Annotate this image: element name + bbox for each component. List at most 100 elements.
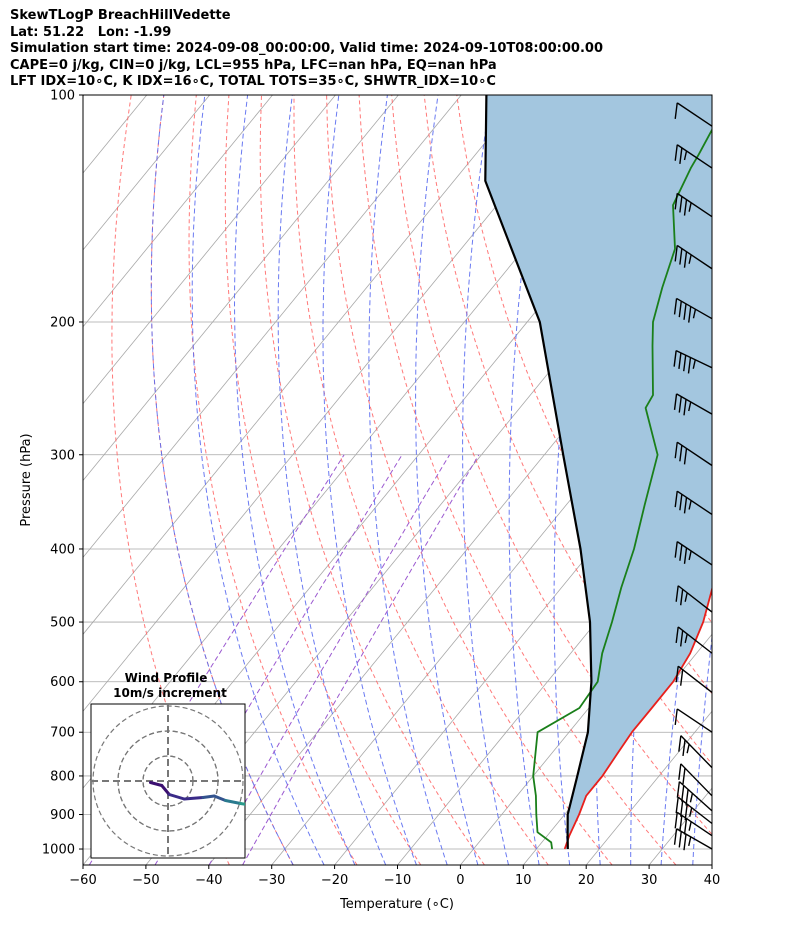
barb-flag bbox=[682, 767, 686, 785]
barb-flag bbox=[688, 836, 692, 847]
inset-subtitle: 10m/s increment bbox=[113, 686, 227, 700]
barb-flag bbox=[684, 592, 688, 602]
dry-adiabat bbox=[188, 95, 358, 865]
wind-barb bbox=[678, 763, 713, 797]
moist-adiabat bbox=[233, 95, 356, 865]
dewpoint-line bbox=[532, 128, 712, 850]
barb-flag bbox=[679, 669, 684, 686]
hodograph-segment bbox=[263, 790, 267, 795]
barb-flag bbox=[674, 491, 678, 508]
barb-flag bbox=[678, 735, 682, 752]
wind-barb bbox=[673, 828, 713, 851]
barb-flag bbox=[675, 626, 679, 644]
barb-shaft bbox=[677, 585, 713, 613]
y-tick-label: 700 bbox=[50, 726, 75, 741]
isotherm-line bbox=[83, 95, 273, 328]
wind-barb bbox=[674, 192, 713, 218]
moist-adiabat bbox=[415, 95, 479, 865]
barb-flag bbox=[679, 196, 683, 213]
wind-barb bbox=[674, 490, 713, 516]
barb-flag bbox=[679, 544, 683, 561]
barb-shaft bbox=[676, 490, 713, 516]
hodograph-segment bbox=[182, 796, 205, 801]
barb-flag bbox=[673, 828, 678, 845]
barb-shaft bbox=[676, 541, 713, 566]
x-tick-label: 20 bbox=[578, 873, 595, 888]
x-tick-label: 10 bbox=[515, 873, 532, 888]
barb-flag bbox=[679, 800, 684, 817]
barb-flag bbox=[673, 350, 677, 367]
dry-adiabat bbox=[224, 95, 422, 865]
barb-flag bbox=[683, 150, 688, 161]
barb-flag bbox=[683, 399, 687, 416]
moist-adiabat bbox=[191, 95, 325, 865]
y-tick-label: 500 bbox=[50, 616, 75, 631]
wind-barb bbox=[673, 297, 713, 323]
barb-flag bbox=[675, 585, 679, 602]
dry-adiabat bbox=[259, 95, 485, 865]
profile-lines bbox=[484, 95, 712, 850]
y-tick-label: 400 bbox=[50, 542, 75, 557]
barb-shaft bbox=[676, 811, 713, 837]
barb-shaft bbox=[680, 735, 713, 769]
cape-line: CAPE=0 j/kg, CIN=0 j/kg, LCL=955 hPa, LF… bbox=[10, 57, 497, 73]
barb-flag bbox=[683, 303, 687, 320]
barb-flag bbox=[674, 193, 678, 210]
isotherm-line bbox=[83, 95, 210, 251]
barb-shaft bbox=[677, 796, 713, 825]
barb-flag bbox=[683, 448, 688, 465]
hodograph-segment bbox=[201, 794, 216, 799]
x-tick-label: −20 bbox=[321, 873, 348, 888]
isotherm-line bbox=[83, 95, 525, 635]
dry-adiabat bbox=[293, 95, 549, 865]
barb-flag bbox=[679, 630, 684, 647]
moist-adiabat bbox=[462, 95, 509, 865]
barb-flag bbox=[686, 744, 690, 754]
isotherm-line bbox=[711, 864, 712, 865]
barb-shaft bbox=[677, 665, 713, 694]
barb-flag bbox=[679, 494, 683, 511]
barb-shaft bbox=[676, 828, 713, 850]
barb-shaft bbox=[677, 626, 713, 654]
x-tick-label: −10 bbox=[384, 873, 411, 888]
barb-flag bbox=[674, 708, 678, 725]
barb-flag bbox=[678, 301, 682, 318]
barb-flag bbox=[678, 396, 682, 413]
isotherm-line bbox=[208, 249, 712, 865]
isotherm-line bbox=[585, 710, 712, 865]
barb-flag bbox=[688, 254, 692, 264]
barb-flag bbox=[684, 633, 688, 644]
wind-barb bbox=[674, 144, 713, 169]
location-line: Lat: 51.22 Lon: -1.99 bbox=[10, 24, 172, 40]
x-tick-label: −50 bbox=[132, 873, 159, 888]
barb-flag bbox=[674, 442, 678, 459]
barb-flag bbox=[689, 807, 693, 817]
dry-adiabat bbox=[423, 95, 712, 765]
isotherm-line bbox=[83, 95, 85, 97]
y-tick-label: 900 bbox=[50, 808, 75, 823]
barb-flag bbox=[679, 248, 683, 265]
barb-flag bbox=[674, 144, 678, 161]
barb-flag bbox=[683, 497, 688, 514]
barb-flag bbox=[675, 797, 679, 814]
moist-adiabat bbox=[724, 95, 794, 865]
isotherm-line bbox=[83, 95, 336, 405]
barb-flag bbox=[692, 309, 697, 319]
wind-barb bbox=[674, 102, 713, 127]
parcel-line bbox=[484, 95, 593, 850]
x-tick-label: 0 bbox=[456, 873, 464, 888]
dry-adiabat bbox=[358, 95, 677, 865]
barb-shaft bbox=[676, 192, 713, 218]
barb-flag bbox=[685, 789, 689, 806]
x-tick-label: 40 bbox=[704, 873, 721, 888]
barb-flag bbox=[673, 393, 678, 410]
wind-barb bbox=[674, 441, 713, 467]
barb-flag bbox=[683, 818, 688, 835]
barb-flag bbox=[679, 147, 683, 164]
hodograph-segment bbox=[212, 794, 227, 802]
barb-flag bbox=[683, 547, 688, 564]
barb-flag bbox=[688, 401, 692, 412]
wind-barb bbox=[675, 665, 713, 694]
chart-header: SkewTLogP BreachHillVedette Lat: 51.22 L… bbox=[10, 8, 603, 91]
wind-barb bbox=[674, 541, 713, 566]
